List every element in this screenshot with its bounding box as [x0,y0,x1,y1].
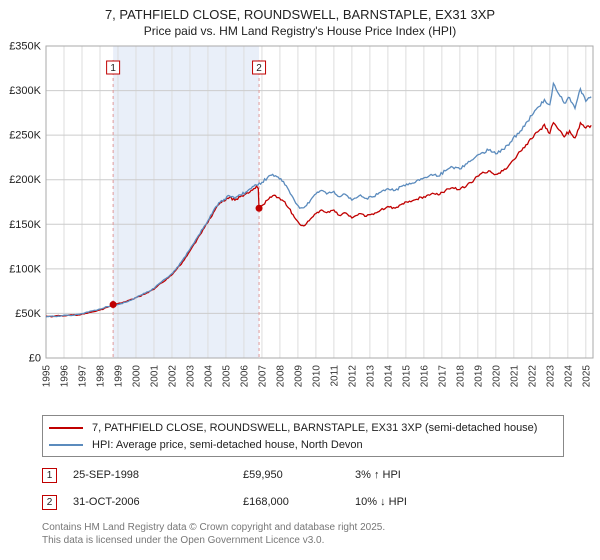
svg-text:2013: 2013 [365,365,376,388]
svg-text:£300K: £300K [9,85,41,97]
svg-text:2007: 2007 [257,365,268,388]
svg-text:1999: 1999 [113,365,124,388]
hpi-line-swatch [49,443,83,446]
svg-text:2000: 2000 [131,365,142,388]
svg-text:£200K: £200K [9,174,41,186]
svg-text:2010: 2010 [311,365,322,388]
svg-text:£0: £0 [29,353,41,365]
sale-1-price: £59,950 [243,469,283,481]
legend-item-property: 7, PATHFIELD CLOSE, ROUNDSWELL, BARNSTAP… [49,419,557,436]
svg-text:1998: 1998 [95,365,106,388]
svg-text:2022: 2022 [527,365,538,388]
svg-text:2003: 2003 [185,365,196,388]
property-line-swatch [49,426,83,429]
price-chart-svg: 1995 1996 1997 1998 1999 2000 2001 2002 2003 2004… [9,41,594,388]
sale-2-date: 31-OCT-2006 [73,496,140,508]
svg-text:1996: 1996 [59,365,70,388]
footer-copyright: Contains HM Land Registry data © Crown c… [42,521,600,547]
svg-text:2024: 2024 [563,365,574,388]
svg-text:£250K: £250K [9,130,41,142]
legend-item-hpi: HPI: Average price, semi-detached house,… [49,436,557,453]
svg-text:2020: 2020 [491,365,502,388]
footer-line-2: This data is licensed under the Open Gov… [42,535,325,546]
svg-text:1: 1 [110,63,116,74]
chart-legend: 7, PATHFIELD CLOSE, ROUNDSWELL, BARNSTAP… [42,415,564,457]
sale-row-2: 2 31-OCT-2006 £168,000 10% ↓ HPI [42,493,600,511]
svg-text:2004: 2004 [203,365,214,388]
svg-text:2015: 2015 [401,365,412,388]
svg-text:2002: 2002 [167,365,178,388]
svg-text:2025: 2025 [581,365,592,388]
svg-text:1995: 1995 [42,365,53,388]
svg-text:2018: 2018 [455,365,466,388]
sale-2-marker-box: 2 [42,494,57,510]
svg-text:2019: 2019 [473,365,484,388]
page-subtitle: Price paid vs. HM Land Registry's House … [143,24,457,38]
svg-text:2008: 2008 [275,365,286,388]
svg-text:2009: 2009 [293,365,304,388]
legend-item-property-label: 7, PATHFIELD CLOSE, ROUNDSWELL, BARNSTAP… [92,421,538,434]
svg-text:1997: 1997 [77,365,88,388]
svg-text:£150K: £150K [9,219,41,231]
sale-1-date: 25-SEP-1998 [73,469,140,481]
footer-line-1: Contains HM Land Registry data © Crown c… [42,522,386,533]
price-chart: 1995 1996 1997 1998 1999 2000 2001 2002 2003 2004… [0,40,600,413]
svg-text:2014: 2014 [383,365,394,388]
legend-item-hpi-label: HPI: Average price, semi-detached house,… [92,438,363,451]
svg-text:2017: 2017 [437,365,448,388]
svg-text:2005: 2005 [221,365,232,388]
svg-text:2016: 2016 [419,365,430,388]
svg-text:2021: 2021 [509,365,520,388]
sale-row-1: 1 25-SEP-1998 £59,950 3% ↑ HPI [42,466,600,484]
svg-text:£100K: £100K [9,263,41,275]
sale-1-marker-box: 1 [42,467,57,483]
sale-1-hpi-delta: 3% ↑ HPI [355,469,401,481]
svg-text:£50K: £50K [15,308,41,320]
sale-2-hpi-delta: 10% ↓ HPI [355,496,407,508]
svg-text:2023: 2023 [545,365,556,388]
sale-2-price: £168,000 [243,496,289,508]
svg-text:2001: 2001 [149,365,160,388]
svg-text:£350K: £350K [9,41,41,53]
svg-text:2: 2 [256,63,262,74]
svg-text:2011: 2011 [329,365,340,387]
svg-text:2006: 2006 [239,365,250,388]
svg-text:2012: 2012 [347,365,358,388]
page-title: 7, PATHFIELD CLOSE, ROUNDSWELL, BARNSTAP… [104,7,496,22]
